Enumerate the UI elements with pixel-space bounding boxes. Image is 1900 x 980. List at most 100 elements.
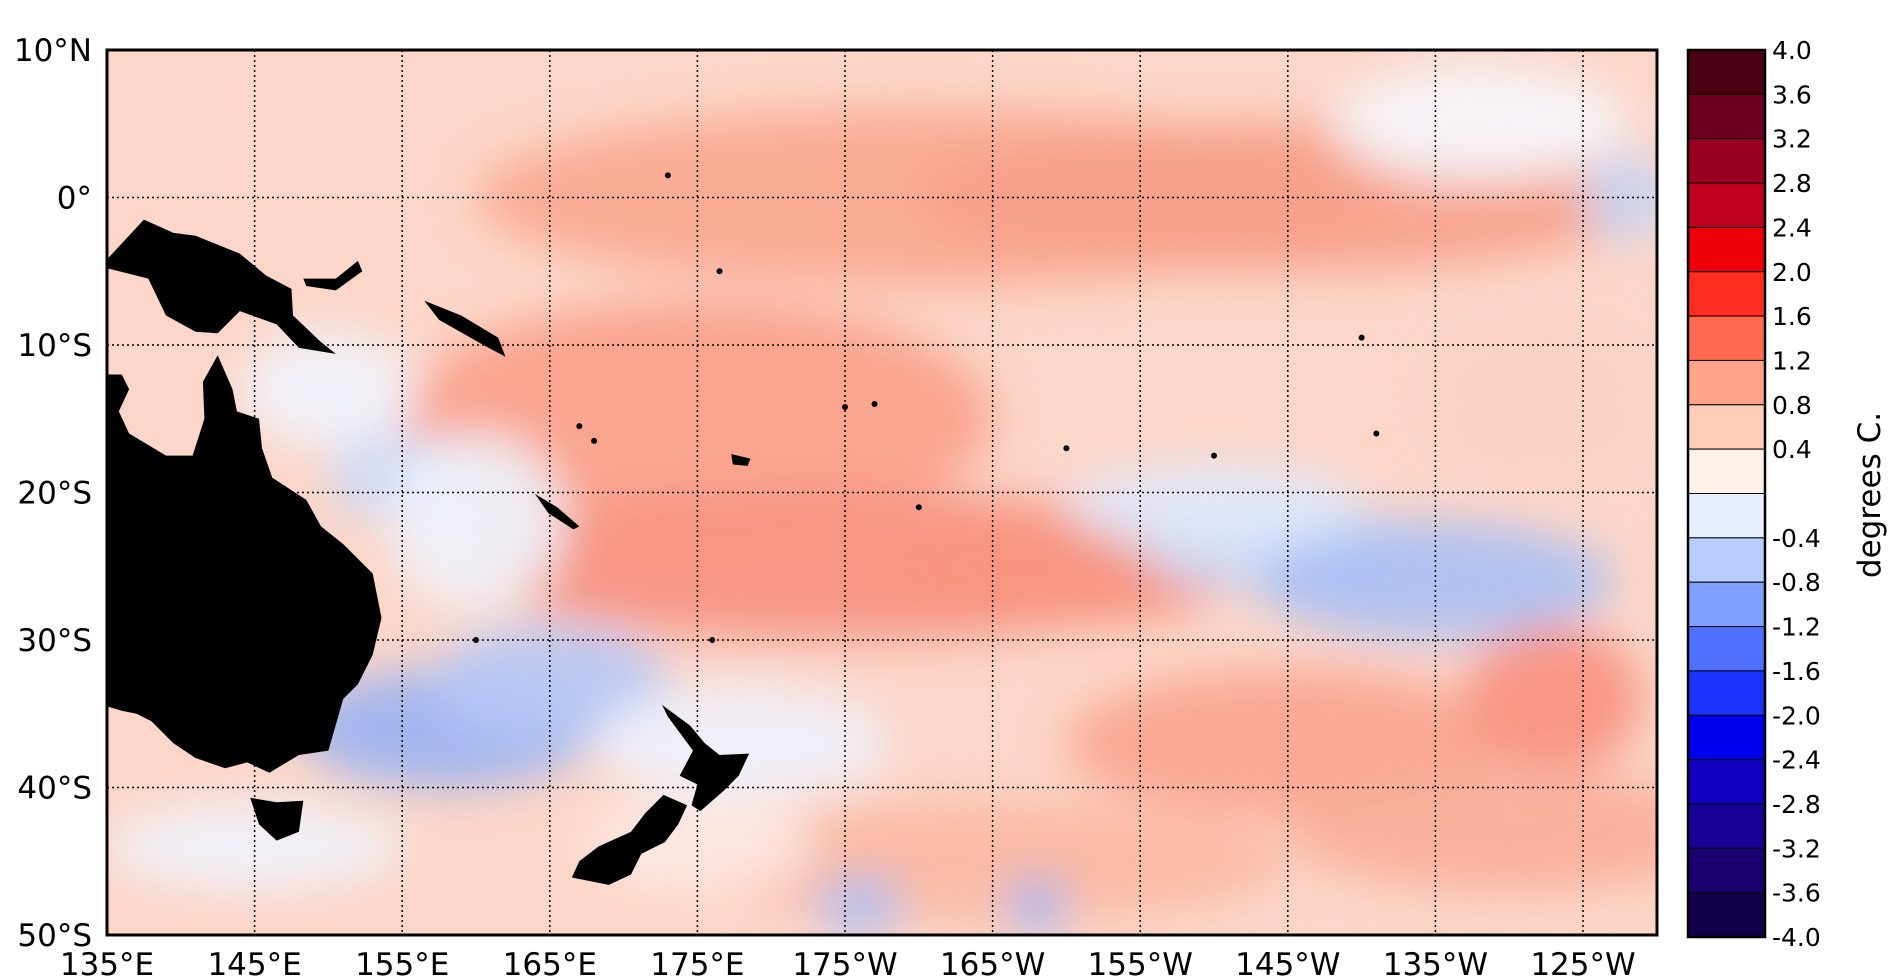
island bbox=[591, 437, 598, 444]
colorbar-tick-label: -4.0 bbox=[1772, 923, 1821, 952]
land-australia bbox=[107, 355, 382, 773]
landmasses bbox=[107, 172, 1380, 885]
colorbar-tick-label: -2.0 bbox=[1772, 701, 1821, 730]
colorbar-segment bbox=[1687, 93, 1766, 140]
colorbar-segment bbox=[1687, 404, 1766, 450]
longitude-label: 155°E bbox=[355, 947, 449, 980]
colorbar-segment bbox=[1687, 892, 1766, 938]
colorbar-segment bbox=[1687, 581, 1766, 628]
land-nz-north bbox=[662, 704, 750, 812]
colorbar-segment bbox=[1687, 759, 1766, 805]
anomaly-blob bbox=[239, 330, 417, 449]
island bbox=[576, 423, 583, 430]
island bbox=[473, 637, 479, 643]
land-fiji bbox=[731, 454, 751, 466]
latitude-label: 0° bbox=[57, 181, 92, 217]
colorbar-tick-label: 2.4 bbox=[1772, 213, 1812, 242]
colorbar-segment bbox=[1687, 182, 1766, 228]
colorbar-tick-label: -0.4 bbox=[1772, 524, 1821, 553]
map-frame bbox=[105, 48, 1659, 937]
colorbar-tick-label: -0.8 bbox=[1772, 568, 1821, 597]
colorbar-segment bbox=[1687, 537, 1766, 583]
island bbox=[915, 504, 922, 511]
colorbar-frame bbox=[1686, 48, 1767, 939]
anomaly-field bbox=[107, 50, 1657, 935]
colorbar-segment bbox=[1687, 670, 1766, 716]
longitude-labels: 135°E 145°E 155°E 165°E 175°E 175°W 165°W 155°W… bbox=[60, 947, 1636, 980]
latitude-label: 10°N bbox=[14, 33, 92, 69]
colorbar-tick-label: -2.4 bbox=[1772, 746, 1821, 775]
anomaly-blob bbox=[387, 433, 565, 611]
colorbar-segment bbox=[1687, 847, 1766, 894]
colorbar-tick-label: 1.2 bbox=[1772, 346, 1812, 375]
colorbar-segment bbox=[1687, 493, 1766, 539]
latitude-label: 50°S bbox=[17, 918, 92, 954]
land-new-britain bbox=[303, 260, 363, 291]
colorbar-tick-label: 4.0 bbox=[1772, 36, 1812, 65]
latitude-label: 30°S bbox=[17, 623, 92, 659]
anomaly-blob bbox=[1332, 64, 1628, 183]
colorbar-tick-label: -1.6 bbox=[1772, 657, 1821, 686]
longitude-label: 155°W bbox=[1088, 947, 1193, 980]
island bbox=[1358, 334, 1365, 341]
land-new-guinea bbox=[107, 219, 336, 354]
latitude-label: 10°S bbox=[17, 328, 92, 364]
latitude-label: 40°S bbox=[17, 771, 92, 807]
island bbox=[1373, 430, 1380, 437]
longitude-label: 165°W bbox=[940, 947, 1045, 980]
colorbar-label: degrees C. bbox=[1852, 412, 1888, 578]
colorbar-segment bbox=[1687, 714, 1766, 761]
land-new-caledonia bbox=[535, 494, 580, 530]
colorbar-tick-label: 3.6 bbox=[1772, 80, 1812, 109]
graticule bbox=[107, 50, 1657, 935]
anomaly-blob bbox=[1287, 772, 1657, 891]
island bbox=[716, 268, 723, 275]
anomaly-blob bbox=[1464, 625, 1643, 773]
latitude-labels: 10°N 0° 10°S 20°S 30°S 40°S 50°S bbox=[14, 33, 92, 954]
land-solomons bbox=[424, 300, 506, 357]
colorbar-segment bbox=[1687, 315, 1766, 361]
anomaly-blob bbox=[1066, 463, 1362, 552]
colorbar-tick-label: -2.8 bbox=[1772, 790, 1821, 819]
longitude-label: 125°W bbox=[1530, 947, 1635, 980]
anomaly-blob bbox=[431, 625, 668, 744]
colorbar-tick-labels: 4.0 3.6 3.2 2.8 2.4 2.0 1.6 1.2 0.8 0.4 -0.4 -0.8 -1… bbox=[1772, 36, 1821, 952]
colorbar-tick-label: 1.6 bbox=[1772, 302, 1812, 331]
colorbar-segment bbox=[1687, 49, 1766, 95]
island bbox=[871, 401, 878, 407]
colorbar-segment bbox=[1687, 448, 1766, 494]
colorbar-segment bbox=[1687, 626, 1766, 672]
longitude-label: 135°W bbox=[1383, 947, 1488, 980]
colorbar-tick-label: -3.6 bbox=[1772, 879, 1821, 908]
anomaly-blob bbox=[1007, 876, 1067, 935]
colorbar-segment bbox=[1687, 138, 1766, 184]
anomaly-blob bbox=[1583, 153, 1657, 242]
land-tasmania bbox=[250, 797, 304, 841]
longitude-label: 145°W bbox=[1235, 947, 1340, 980]
longitude-label: 175°W bbox=[792, 947, 897, 980]
colorbar-tick-label: -1.2 bbox=[1772, 613, 1821, 642]
colorbar-tick-label: 3.2 bbox=[1772, 125, 1812, 154]
colorbar-segment bbox=[1687, 226, 1766, 273]
anomaly-blob bbox=[1066, 669, 1510, 817]
longitude-label: 175°E bbox=[650, 947, 744, 980]
colorbar-tick-label: 2.0 bbox=[1772, 258, 1812, 287]
colorbar-tick-label: 0.4 bbox=[1772, 435, 1812, 464]
island bbox=[664, 172, 671, 179]
latitude-label: 20°S bbox=[17, 476, 92, 512]
colorbar-tick-label: 2.8 bbox=[1772, 169, 1812, 198]
longitude-label: 145°E bbox=[207, 947, 301, 980]
colorbar-segment bbox=[1687, 271, 1766, 317]
longitude-label: 165°E bbox=[503, 947, 597, 980]
colorbar bbox=[1686, 48, 1767, 939]
colorbar-tick-label: 0.8 bbox=[1772, 391, 1812, 420]
colorbar-segment bbox=[1687, 803, 1766, 849]
island bbox=[1063, 445, 1070, 452]
colorbar-segment bbox=[1687, 359, 1766, 406]
anomaly-blob bbox=[815, 876, 905, 935]
longitude-label: 135°E bbox=[60, 947, 154, 980]
colorbar-tick-label: -3.2 bbox=[1772, 834, 1821, 863]
land-nz-south bbox=[571, 794, 688, 885]
island bbox=[1211, 452, 1217, 459]
